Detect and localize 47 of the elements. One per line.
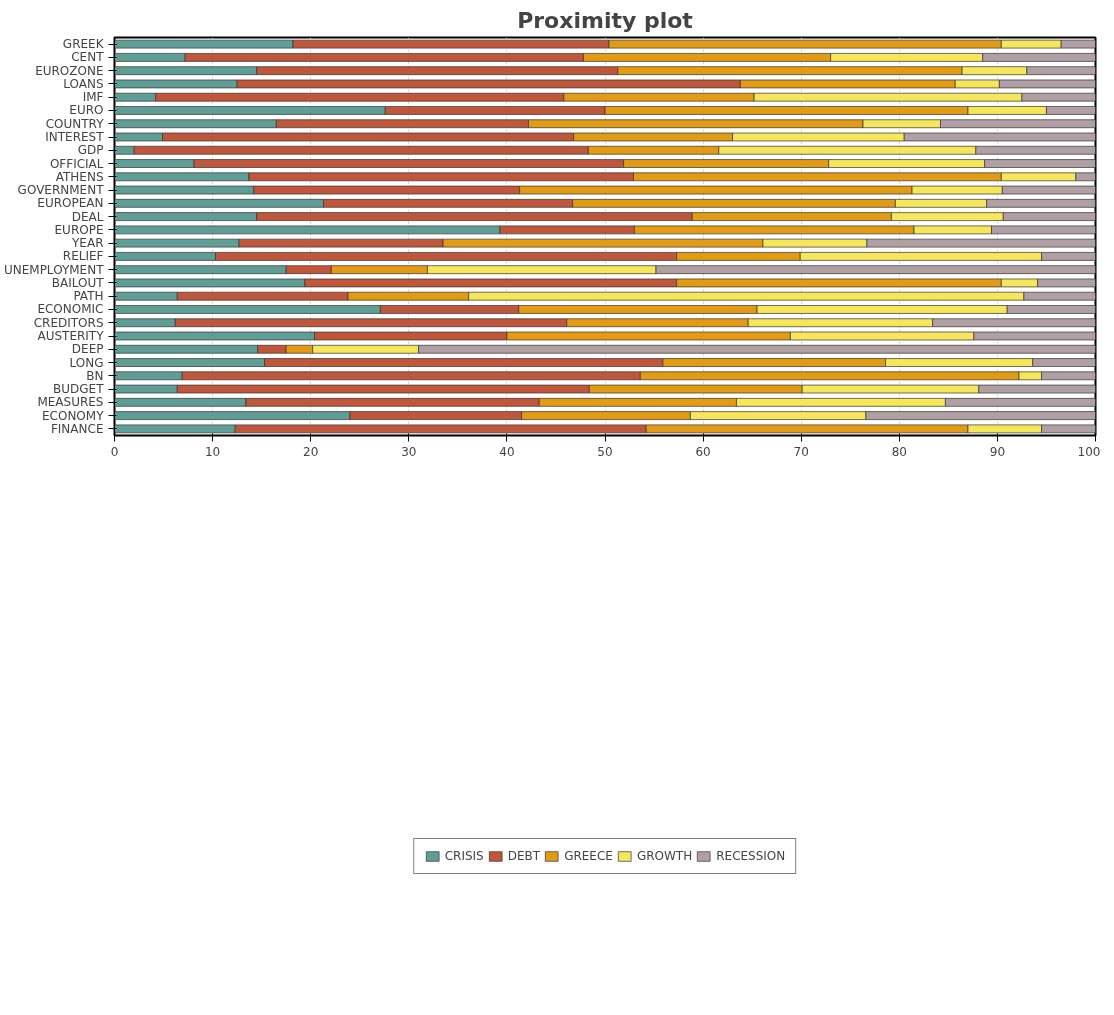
y-tick-label: GOVERNMENT [17, 183, 105, 198]
legend-label: DEBT [507, 848, 541, 863]
y-tick-label: LONG [69, 355, 104, 370]
y-tick-label: PATH [73, 289, 104, 304]
x-tick-label: 80 [891, 444, 907, 459]
legend-label: CRISIS [444, 848, 484, 863]
y-tick-label: OFFICIAL [49, 156, 104, 171]
y-tick-label: YEAR [71, 236, 104, 251]
y-tick-label: DEAL [71, 209, 104, 224]
y-tick-label: EUROPEAN [37, 196, 104, 211]
x-tick-label: 40 [499, 444, 515, 459]
y-tick-label: ECONOMIC [37, 302, 104, 317]
x-tick-label: 0 [110, 444, 119, 459]
y-tick-label: EURO [69, 103, 104, 118]
y-tick-label: IMF [82, 90, 104, 105]
y-tick-label: BN [86, 368, 104, 383]
y-tick-label: UNEMPLOYMENT [3, 262, 105, 277]
y-tick-label: EUROPE [54, 222, 104, 237]
y-tick-label: ATHENS [55, 169, 104, 184]
legend-label: GREECE [564, 848, 613, 863]
legend-label: GROWTH [636, 848, 693, 863]
y-tick-label: FINANCE [50, 421, 104, 436]
y-tick-label: COUNTRY [45, 116, 105, 131]
y-tick-label: CREDITORS [33, 315, 104, 330]
x-tick-label: 60 [695, 444, 711, 459]
y-tick-label: DEEP [71, 342, 104, 357]
y-tick-label: RELIEF [62, 249, 104, 264]
y-tick-label: ECONOMY [41, 408, 105, 423]
y-tick-label: BAILOUT [51, 275, 105, 290]
legend-label: RECESSION [716, 848, 786, 863]
x-tick-label: 50 [597, 444, 613, 459]
y-tick-label: GDP [77, 143, 104, 158]
y-tick-label: CENT [71, 50, 105, 65]
y-tick-label: AUSTERITY [37, 329, 105, 343]
x-tick-label: 20 [303, 444, 319, 459]
x-tick-label: 10 [204, 444, 221, 459]
x-tick-label: 30 [401, 444, 417, 459]
x-tick-label: 90 [989, 444, 1006, 459]
y-tick-label: GREEK [62, 37, 105, 52]
y-tick-label: EUROZONE [35, 63, 104, 78]
x-tick-label: 70 [793, 444, 809, 459]
x-tick-label: 100 [1077, 444, 1101, 459]
y-tick-label: LOANS [63, 76, 104, 91]
y-tick-label: BUDGET [53, 382, 105, 397]
y-tick-label: MEASURES [37, 395, 104, 410]
chart-title: Proximity plot [517, 7, 694, 33]
y-tick-label: INTEREST [45, 130, 105, 144]
